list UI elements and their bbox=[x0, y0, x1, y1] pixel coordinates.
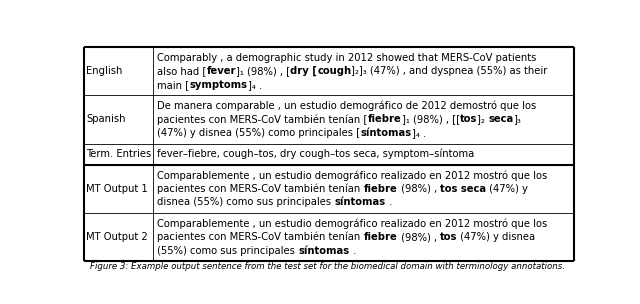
Text: (47%) y: (47%) y bbox=[486, 184, 528, 194]
Text: tos: tos bbox=[440, 232, 457, 242]
Text: fever: fever bbox=[207, 66, 236, 76]
Text: MT Output 2: MT Output 2 bbox=[86, 232, 148, 242]
Text: (98%) ,: (98%) , bbox=[397, 184, 440, 194]
Text: English: English bbox=[86, 66, 123, 76]
Text: ]₃: ]₃ bbox=[513, 114, 521, 124]
Text: ]₁ (98%) , [: ]₁ (98%) , [ bbox=[236, 66, 291, 76]
Text: dry [: dry [ bbox=[291, 66, 317, 76]
Text: disnea (55%) como sus principales: disnea (55%) como sus principales bbox=[157, 197, 335, 207]
Text: .: . bbox=[386, 197, 392, 207]
Text: ]₂]₃ (47%) , and dyspnea (55%) as their: ]₂]₃ (47%) , and dyspnea (55%) as their bbox=[351, 66, 548, 76]
Text: (47%) y disnea (55%) como principales [: (47%) y disnea (55%) como principales [ bbox=[157, 128, 360, 138]
Text: fever–fiebre, cough–tos, dry cough–tos seca, symptom–síntoma: fever–fiebre, cough–tos, dry cough–tos s… bbox=[157, 149, 475, 159]
Text: síntomas: síntomas bbox=[360, 128, 412, 138]
Text: (55%) como sus principales: (55%) como sus principales bbox=[157, 246, 298, 256]
Text: also had [: also had [ bbox=[157, 66, 207, 76]
Text: tos: tos bbox=[460, 114, 477, 124]
Text: ]₄ .: ]₄ . bbox=[412, 128, 426, 138]
Text: main [: main [ bbox=[157, 80, 189, 90]
Text: ]₁ (98%) , [[: ]₁ (98%) , [[ bbox=[401, 114, 460, 124]
Text: (47%) y disnea: (47%) y disnea bbox=[457, 232, 535, 242]
Text: Comparably , a demographic study in 2012 showed that MERS-CoV patients: Comparably , a demographic study in 2012… bbox=[157, 53, 537, 63]
Text: síntomas: síntomas bbox=[335, 197, 386, 207]
Text: (98%) ,: (98%) , bbox=[397, 232, 440, 242]
Text: De manera comparable , un estudio demográfico de 2012 demostró que los: De manera comparable , un estudio demogr… bbox=[157, 101, 536, 111]
Text: síntomas: síntomas bbox=[298, 246, 349, 256]
Text: Term. Entries: Term. Entries bbox=[86, 149, 152, 159]
Text: cough: cough bbox=[317, 66, 351, 76]
Text: Figure 3: Example output sentence from the test set for the biomedical domain wi: Figure 3: Example output sentence from t… bbox=[90, 262, 566, 271]
Text: symptoms: symptoms bbox=[189, 80, 248, 90]
Text: MT Output 1: MT Output 1 bbox=[86, 184, 148, 194]
Text: tos seca: tos seca bbox=[440, 184, 486, 194]
Text: pacientes con MERS-CoV también tenían: pacientes con MERS-CoV también tenían bbox=[157, 232, 364, 242]
Text: .: . bbox=[349, 246, 356, 256]
Text: fiebre: fiebre bbox=[368, 114, 401, 124]
Text: fiebre: fiebre bbox=[364, 184, 397, 194]
Text: pacientes con MERS-CoV también tenían [: pacientes con MERS-CoV también tenían [ bbox=[157, 114, 368, 125]
Text: fiebre: fiebre bbox=[364, 232, 397, 242]
Text: seca: seca bbox=[488, 114, 513, 124]
Text: Comparablemente , un estudio demográfico realizado en 2012 mostró que los: Comparablemente , un estudio demográfico… bbox=[157, 218, 548, 229]
Text: pacientes con MERS-CoV también tenían: pacientes con MERS-CoV también tenían bbox=[157, 184, 364, 194]
Text: ]₄ .: ]₄ . bbox=[248, 80, 262, 90]
Text: Spanish: Spanish bbox=[86, 114, 126, 124]
Text: Comparablemente , un estudio demográfico realizado en 2012 mostró que los: Comparablemente , un estudio demográfico… bbox=[157, 170, 548, 181]
Text: ]₂: ]₂ bbox=[477, 114, 488, 124]
